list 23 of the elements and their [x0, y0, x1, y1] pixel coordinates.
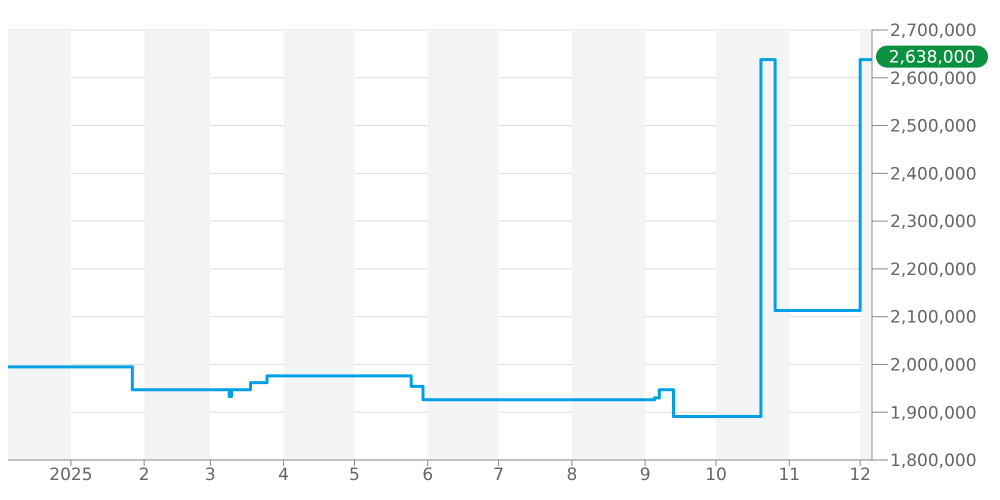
y-tick-label: 2,000,000	[890, 355, 977, 376]
y-tick-label: 2,300,000	[890, 212, 977, 232]
x-tick-label: 8	[566, 465, 578, 486]
y-tick-label: 2,100,000	[890, 308, 977, 328]
x-tick-label: 3	[204, 465, 216, 486]
x-tick-label: 9	[640, 465, 651, 486]
y-tick-label: 1,900,000	[890, 403, 977, 424]
x-tick-label: 5	[349, 465, 360, 486]
y-tick-label: 2,400,000	[890, 164, 977, 184]
x-tick-label: 7	[493, 465, 504, 486]
y-tick-label: 1,800,000	[890, 451, 977, 472]
y-tick-label: 2,500,000	[890, 116, 977, 137]
y-tick-label: 2,600,000	[890, 68, 977, 89]
data-label: 2,638,000	[888, 48, 976, 68]
x-tick-label: 4	[278, 465, 289, 486]
y-tick-label: 2,700,000	[890, 21, 977, 42]
y-tick-label: 2,200,000	[890, 260, 977, 280]
x-tick-label: 10	[705, 465, 727, 486]
x-tick-label: 2	[138, 465, 150, 486]
x-tick-label: 6	[422, 465, 434, 486]
x-tick-label: 2025	[49, 465, 93, 486]
x-tick-label: 11	[778, 465, 800, 486]
x-tick-label: 12	[849, 465, 872, 486]
